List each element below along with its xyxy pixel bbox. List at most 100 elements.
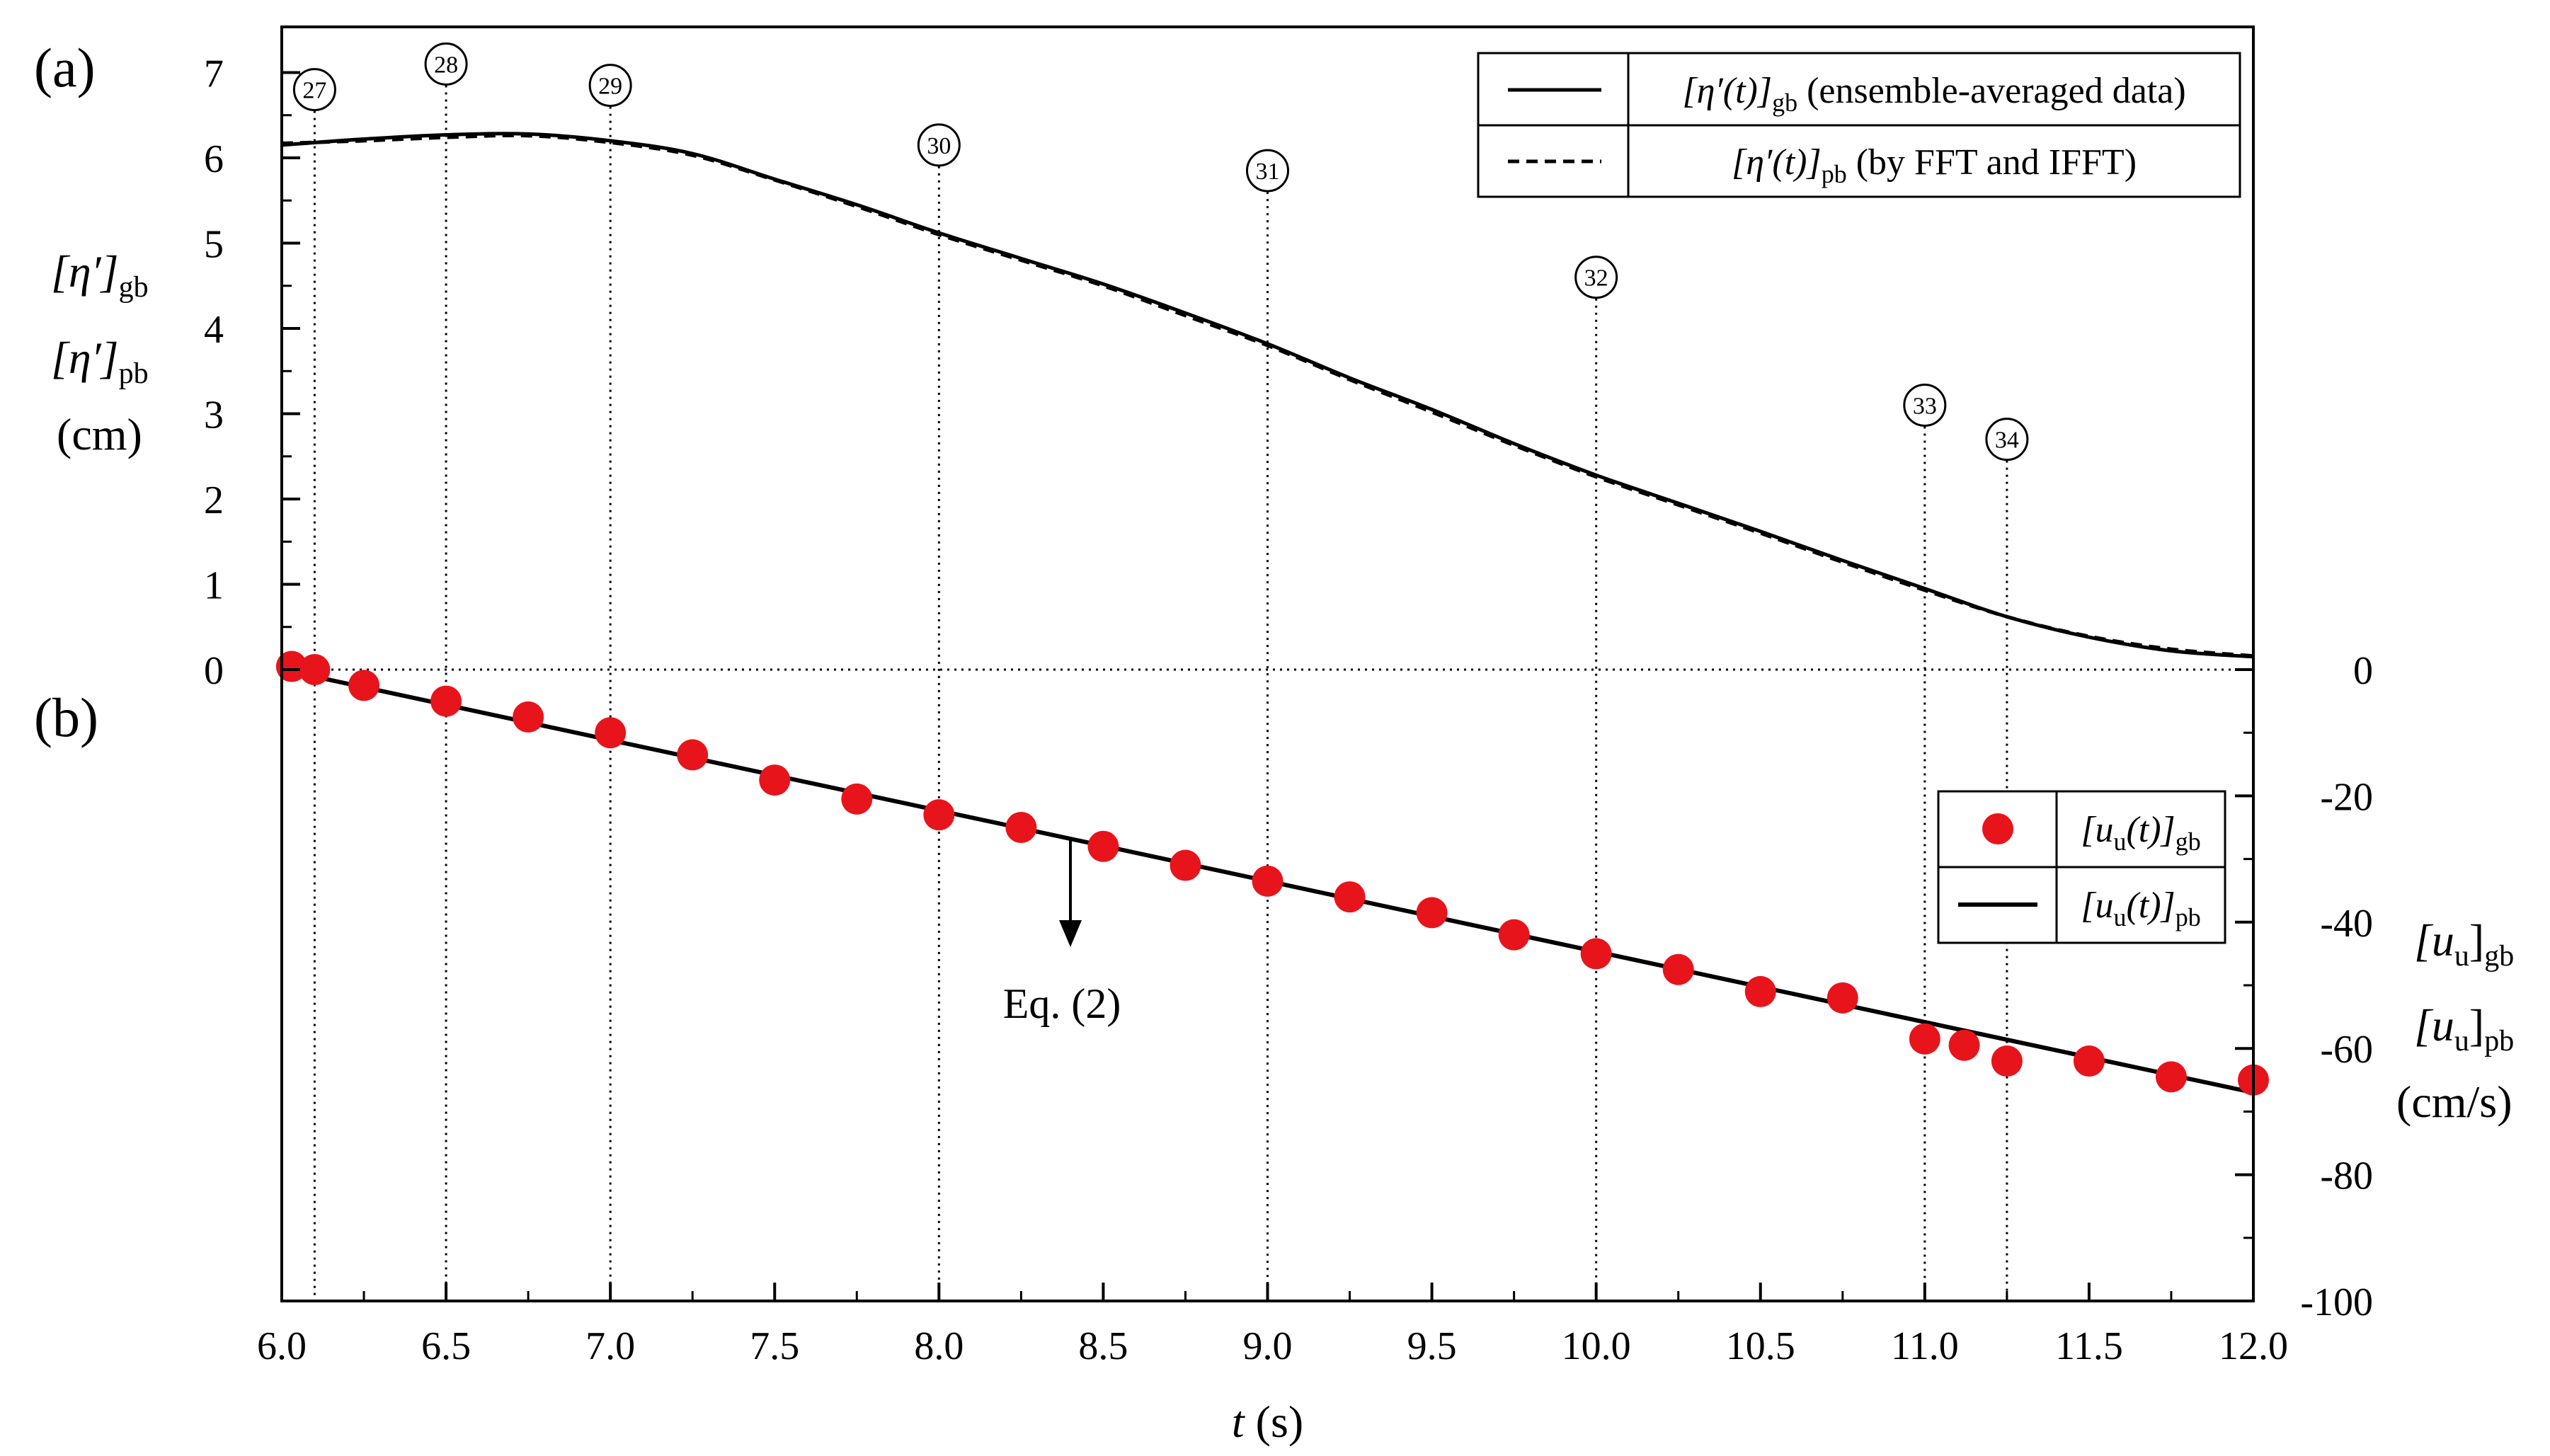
ya-tick-label-1: 1 [204, 564, 224, 608]
marker-label-34: 34 [1995, 428, 2019, 454]
legend-b-label-0: [uu(t)]gb [2081, 810, 2201, 856]
time-markers: 27 28 29 30 31 32 33 34 [292, 42, 2029, 462]
u-point-gb-13 [1252, 865, 1283, 897]
u-point-gb-11 [1087, 830, 1119, 862]
x-tick-label-1: 6.5 [421, 1324, 471, 1368]
marker-28: 28 [424, 42, 468, 86]
eq-arrow-head [1059, 920, 1082, 947]
marker-circle-27 [292, 68, 336, 112]
ya-tick-label-5: 5 [204, 223, 224, 267]
u-point-gb-14 [1334, 881, 1366, 913]
u-point-gb-15 [1416, 897, 1448, 929]
ya-label-pb: [η′]pb [51, 333, 149, 390]
marker-34: 34 [1985, 418, 2029, 462]
yb-label-gb: [uu]gb [2414, 915, 2514, 973]
axis-labels: 6.0 6.5 7.0 7.5 8.0 8.5 9.0 9.5 10.0 10.5 11.0 11.5… [34, 37, 2514, 1447]
u-point-gb-2 [348, 670, 380, 701]
marker-label-31: 31 [1256, 159, 1280, 185]
panel-b-label: (b) [34, 687, 98, 748]
u-point-gb-9 [923, 799, 955, 831]
u-point-gb-22 [1948, 1029, 1980, 1061]
yb-tick-label-0: 0 [2353, 649, 2373, 693]
x-axis-label: t (s) [1232, 1397, 1303, 1447]
u-point-gb-19 [1744, 975, 1776, 1007]
marker-31: 31 [1246, 149, 1289, 193]
marker-circle-30 [917, 123, 961, 167]
yb-tick-label-1: -20 [2320, 775, 2373, 819]
ya-tick-label-3: 3 [204, 394, 224, 437]
u-point-gb-18 [1662, 953, 1694, 985]
x-tick-label-3: 7.5 [750, 1324, 799, 1368]
marker-label-33: 33 [1913, 393, 1937, 419]
marker-circle-34 [1985, 418, 2029, 462]
ya-tick-label-0: 0 [204, 649, 224, 693]
u-point-gb-24 [2073, 1045, 2105, 1077]
marker-30: 30 [917, 123, 961, 167]
marker-27: 27 [292, 68, 336, 112]
u-point-gb-17 [1580, 938, 1612, 970]
u-point-gb-5 [595, 717, 627, 749]
ya-tick-label-6: 6 [204, 137, 224, 181]
data-points [275, 650, 2269, 1096]
legend-b-swatch-0 [1982, 813, 2013, 844]
ya-label-gb: [η′]gb [51, 246, 149, 304]
x-tick-label-7: 9.5 [1407, 1324, 1457, 1368]
x-tick-label-10: 11.0 [1891, 1324, 1959, 1368]
marker-circle-32 [1574, 256, 1618, 299]
x-tick-label-12: 12.0 [2219, 1324, 2288, 1368]
u-point-gb-16 [1498, 919, 1530, 951]
u-point-gb-0 [275, 650, 307, 682]
marker-32: 32 [1574, 256, 1618, 299]
marker-circle-31 [1246, 149, 1289, 193]
plot-frame [280, 25, 2255, 1302]
annotations: Eq. (2) [1003, 839, 1121, 1027]
x-tick-label-5: 8.5 [1078, 1324, 1128, 1368]
ya-label-unit: (cm) [57, 409, 142, 459]
yb-tick-label-3: -60 [2320, 1028, 2373, 1072]
u-point-gb-10 [1005, 812, 1037, 843]
x-tick-label-4: 8.0 [914, 1324, 964, 1368]
axis-ticks [280, 71, 2255, 1302]
x-tick-label-0: 6.0 [257, 1324, 307, 1368]
plot-border [280, 25, 2255, 1302]
u-point-gb-7 [759, 764, 791, 796]
u-point-gb-21 [1909, 1023, 1940, 1055]
u-point-gb-20 [1826, 982, 1858, 1014]
u-point-gb-1 [299, 654, 331, 685]
yb-tick-label-4: -80 [2320, 1154, 2373, 1198]
x-tick-label-6: 9.0 [1243, 1324, 1293, 1368]
legend-a: [η′(t)]gb (ensemble-averaged data) [η′(t)… [1477, 52, 2241, 198]
legend-b: [uu(t)]gb [uu(t)]pb [1937, 790, 2226, 944]
marker-label-29: 29 [598, 74, 622, 100]
u-point-gb-6 [677, 739, 709, 771]
u-point-gb-25 [2155, 1061, 2187, 1093]
legend-a-label-1: [η′(t)]pb (by FFT and IFFT) [1732, 142, 2137, 188]
marker-circle-33 [1903, 383, 1947, 427]
marker-label-27: 27 [302, 78, 326, 104]
legends: [η′(t)]gb (ensemble-averaged data) [η′(t)… [1477, 52, 2241, 944]
eq-annotation: Eq. (2) [1003, 980, 1121, 1027]
x-tick-label-9: 10.5 [1726, 1324, 1795, 1368]
legend-b-label-1: [uu(t)]pb [2081, 885, 2201, 932]
u-point-gb-12 [1170, 849, 1201, 881]
eta-series-pb [281, 133, 2254, 658]
u-point-gb-4 [513, 701, 544, 733]
yb-tick-label-2: -40 [2320, 902, 2373, 946]
x-tick-label-11: 11.5 [2055, 1324, 2123, 1368]
marker-guide-lines [282, 85, 2253, 1301]
ya-tick-label-7: 7 [204, 52, 224, 96]
u-point-gb-3 [430, 685, 462, 717]
u-point-gb-8 [841, 783, 873, 815]
marker-circle-28 [424, 42, 468, 86]
marker-label-28: 28 [434, 52, 458, 78]
marker-label-32: 32 [1584, 265, 1608, 292]
marker-33: 33 [1903, 383, 1947, 427]
yb-label-pb: [uu]pb [2414, 1000, 2514, 1057]
u-point-gb-23 [1991, 1045, 2023, 1077]
marker-circle-29 [588, 64, 632, 108]
yb-tick-label-5: -100 [2300, 1280, 2373, 1324]
panel-a-label: (a) [34, 37, 96, 98]
ya-tick-label-2: 2 [204, 478, 224, 522]
eta-series-gb [281, 132, 2254, 659]
